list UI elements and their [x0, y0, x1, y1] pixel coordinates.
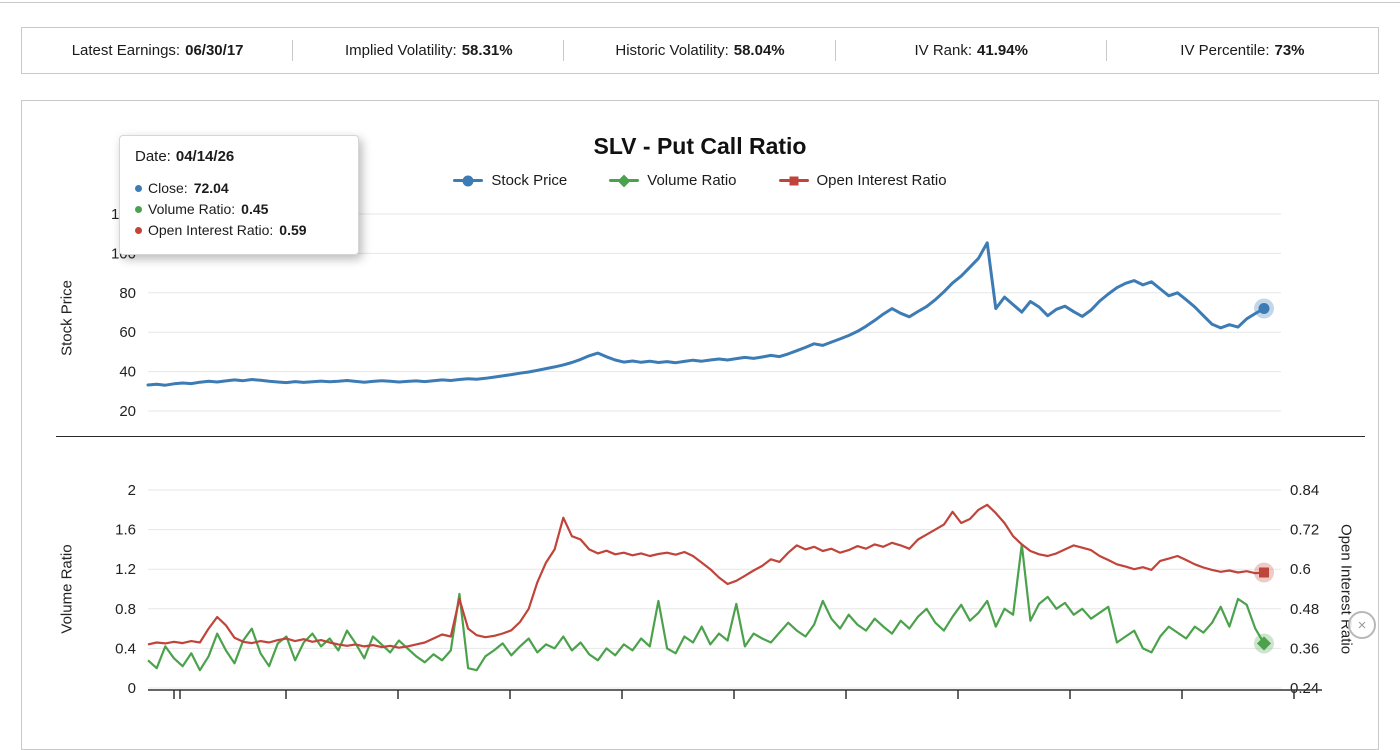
- stat-iv-rank: IV Rank: 41.94%: [836, 28, 1108, 73]
- legend-item-volume-ratio[interactable]: Volume Ratio: [609, 172, 737, 189]
- tooltip-row-label: Volume Ratio:: [148, 201, 236, 217]
- stats-bar: Latest Earnings: 06/30/17 Implied Volati…: [21, 27, 1379, 74]
- tooltip-date: Date: 04/14/26: [135, 148, 343, 165]
- chart-legend: Stock Price Volume Ratio Open Interest R…: [22, 172, 1378, 189]
- stat-value: 58.31%: [461, 42, 513, 59]
- tooltip-row-value: 0.45: [241, 201, 269, 217]
- svg-text:80: 80: [119, 285, 136, 302]
- stat-value: 06/30/17: [185, 42, 244, 59]
- legend-label: Open Interest Ratio: [816, 172, 947, 189]
- volume-ratio-axis-label: Volume Ratio: [58, 544, 76, 634]
- volume-ratio-line-diamond-icon: [609, 174, 640, 188]
- page-top-divider: [0, 2, 1400, 3]
- svg-text:1.6: 1.6: [115, 522, 136, 539]
- tooltip-date-value: 04/14/26: [175, 148, 235, 165]
- tooltip-row-open-interest-ratio: Open Interest Ratio: 0.59: [135, 220, 343, 241]
- tooltip-row-value: 0.59: [279, 222, 307, 238]
- svg-text:0.8: 0.8: [115, 601, 136, 618]
- legend-item-stock-price[interactable]: Stock Price: [453, 172, 567, 189]
- tooltip-date-label: Date:: [135, 148, 171, 165]
- stat-label: Latest Earnings:: [71, 42, 181, 59]
- tooltip-row-close: Close: 72.04: [135, 178, 343, 199]
- stat-value: 41.94%: [977, 42, 1028, 59]
- legend-item-open-interest-ratio[interactable]: Open Interest Ratio: [778, 172, 947, 189]
- stat-value: 73%: [1274, 42, 1305, 59]
- svg-text:0.84: 0.84: [1290, 482, 1319, 499]
- stat-label: Historic Volatility:: [615, 42, 729, 59]
- stock-price-line-dot-icon: [453, 174, 484, 188]
- chart-title: SLV - Put Call Ratio: [593, 133, 807, 159]
- red-bullet-icon: [135, 227, 142, 234]
- green-bullet-icon: [135, 206, 142, 213]
- svg-text:40: 40: [119, 364, 136, 381]
- tooltip-row-value: 72.04: [193, 180, 229, 196]
- ratio-plot[interactable]: 0 0.24 0.4 0.36 0.8 0.48 1.2 0.6 1.6 0.72 2 0.84: [22, 455, 1378, 708]
- stat-label: Implied Volatility:: [345, 42, 457, 59]
- close-button[interactable]: ×: [1348, 611, 1376, 639]
- svg-text:0.48: 0.48: [1290, 601, 1319, 618]
- stat-latest-earnings: Latest Earnings: 06/30/17: [22, 28, 294, 73]
- blue-bullet-icon: [135, 185, 142, 192]
- stat-label: IV Percentile:: [1180, 42, 1270, 59]
- chart-tooltip: Date: 04/14/26 Close: 72.04 Volume Ratio…: [119, 135, 359, 255]
- stat-historic-volatility: Historic Volatility: 58.04%: [564, 28, 836, 73]
- chart-panel: SLV - Put Call Ratio Stock Price Volume …: [21, 100, 1379, 750]
- svg-text:1.2: 1.2: [115, 561, 136, 578]
- svg-text:0.24: 0.24: [1290, 680, 1319, 697]
- svg-text:0: 0: [128, 680, 136, 697]
- tooltip-row-volume-ratio: Volume Ratio: 0.45: [135, 199, 343, 220]
- svg-text:0.72: 0.72: [1290, 522, 1319, 539]
- chart-divider-line: [56, 436, 1365, 437]
- legend-label: Stock Price: [491, 172, 568, 189]
- tooltip-row-label: Close:: [148, 180, 188, 196]
- legend-label: Volume Ratio: [647, 172, 737, 189]
- stock-price-axis-label: Stock Price: [58, 280, 76, 356]
- svg-text:0.36: 0.36: [1290, 640, 1319, 657]
- stat-implied-volatility: Implied Volatility: 58.31%: [293, 28, 565, 73]
- svg-text:0.6: 0.6: [1290, 561, 1311, 578]
- stat-label: IV Rank:: [914, 42, 973, 59]
- open-interest-line-square-icon: [778, 174, 809, 188]
- stat-iv-percentile: IV Percentile: 73%: [1107, 28, 1378, 73]
- svg-text:0.4: 0.4: [115, 640, 136, 657]
- svg-text:20: 20: [119, 403, 136, 420]
- stat-value: 58.04%: [733, 42, 785, 59]
- svg-text:60: 60: [119, 324, 136, 341]
- tooltip-row-label: Open Interest Ratio:: [148, 222, 274, 238]
- stock-price-plot[interactable]: 20406080100120: [22, 196, 1378, 441]
- svg-text:2: 2: [128, 482, 136, 499]
